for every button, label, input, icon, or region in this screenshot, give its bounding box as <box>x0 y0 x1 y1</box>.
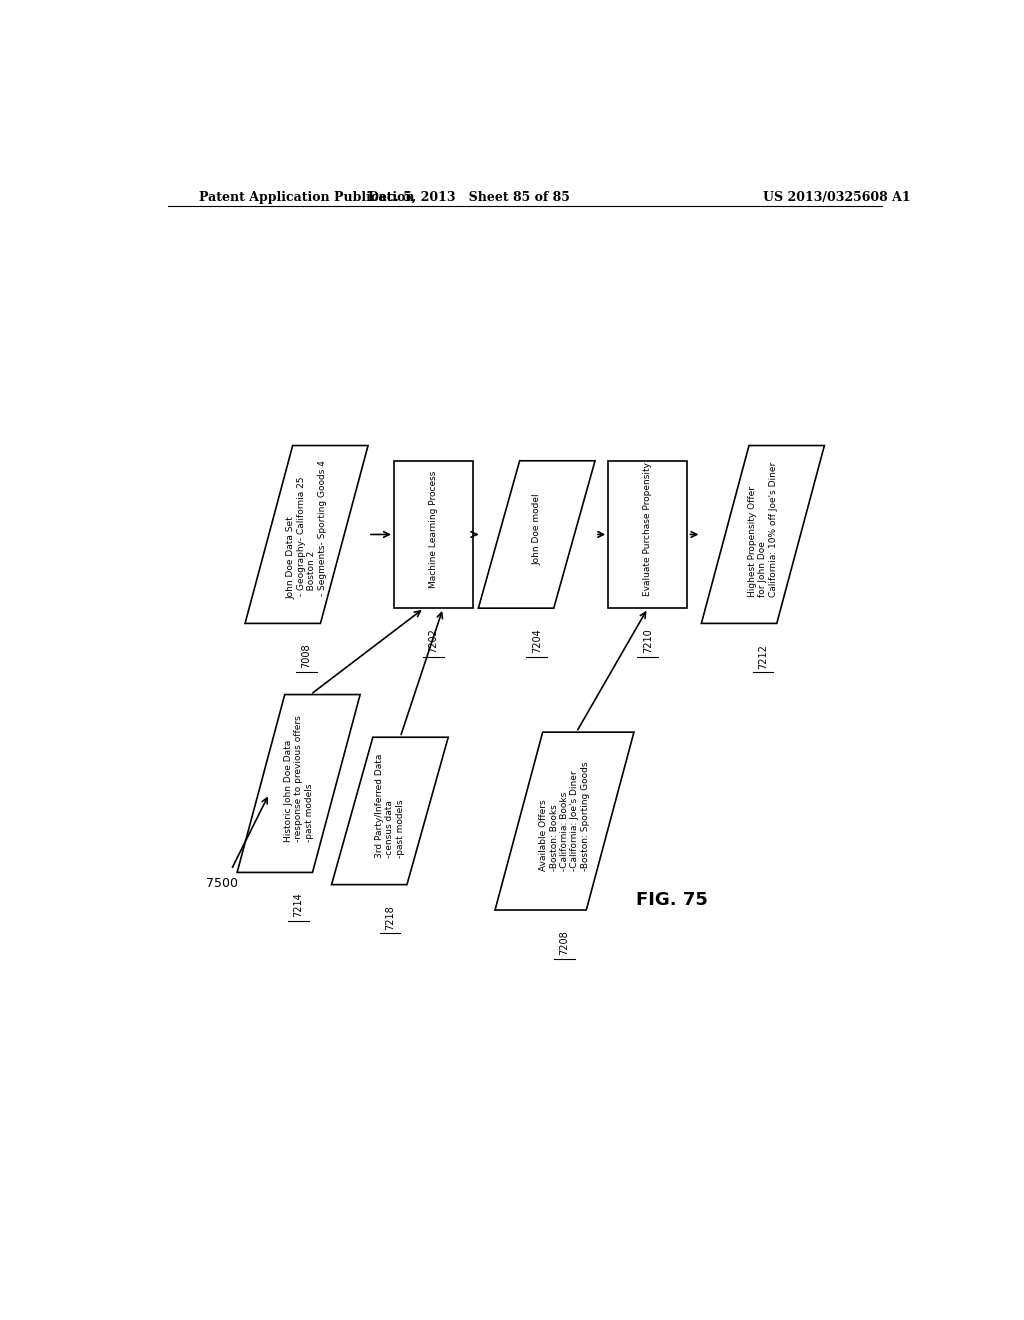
FancyBboxPatch shape <box>394 461 473 609</box>
Text: FIG. 75: FIG. 75 <box>636 891 708 909</box>
Text: 7208: 7208 <box>559 931 569 956</box>
Text: John Doe Data Set
 - Geography- California 25
   Boston 2
 - Segments- Sporting : John Doe Data Set - Geography- Californi… <box>287 459 327 599</box>
Text: 7210: 7210 <box>643 628 653 653</box>
Text: Patent Application Publication: Patent Application Publication <box>200 191 415 203</box>
Polygon shape <box>495 733 634 909</box>
Polygon shape <box>701 446 824 623</box>
FancyBboxPatch shape <box>608 461 687 609</box>
Text: 7202: 7202 <box>428 628 438 653</box>
Text: Available Offers
-Boston: Books
-California: Books
-California: Joe's Diner
-Bos: Available Offers -Boston: Books -Califor… <box>540 762 590 871</box>
Polygon shape <box>332 738 449 884</box>
Text: 7204: 7204 <box>531 628 542 653</box>
Text: John Doe model: John Doe model <box>532 494 542 565</box>
Text: Highest Propensity Offer
for John Doe
California: 10% off Joe's Diner: Highest Propensity Offer for John Doe Ca… <box>748 462 778 597</box>
Polygon shape <box>238 694 360 873</box>
Text: Evaluate Purchase Propensity: Evaluate Purchase Propensity <box>643 462 652 597</box>
Text: 3rd Party/Inferred Data
-census data
-past models: 3rd Party/Inferred Data -census data -pa… <box>375 754 404 858</box>
Text: Machine Learning Process: Machine Learning Process <box>429 471 438 589</box>
Text: 7500: 7500 <box>206 876 238 890</box>
Polygon shape <box>478 461 595 609</box>
Text: 7214: 7214 <box>294 892 304 917</box>
Text: Dec. 5, 2013   Sheet 85 of 85: Dec. 5, 2013 Sheet 85 of 85 <box>369 191 570 203</box>
Polygon shape <box>245 446 368 623</box>
Text: 7212: 7212 <box>758 644 768 669</box>
Text: Historic John Doe Data
-response to previous offers
-past models: Historic John Doe Data -response to prev… <box>284 715 313 842</box>
Text: 7008: 7008 <box>301 644 311 668</box>
Text: 7218: 7218 <box>385 906 395 929</box>
Text: US 2013/0325608 A1: US 2013/0325608 A1 <box>763 191 910 203</box>
